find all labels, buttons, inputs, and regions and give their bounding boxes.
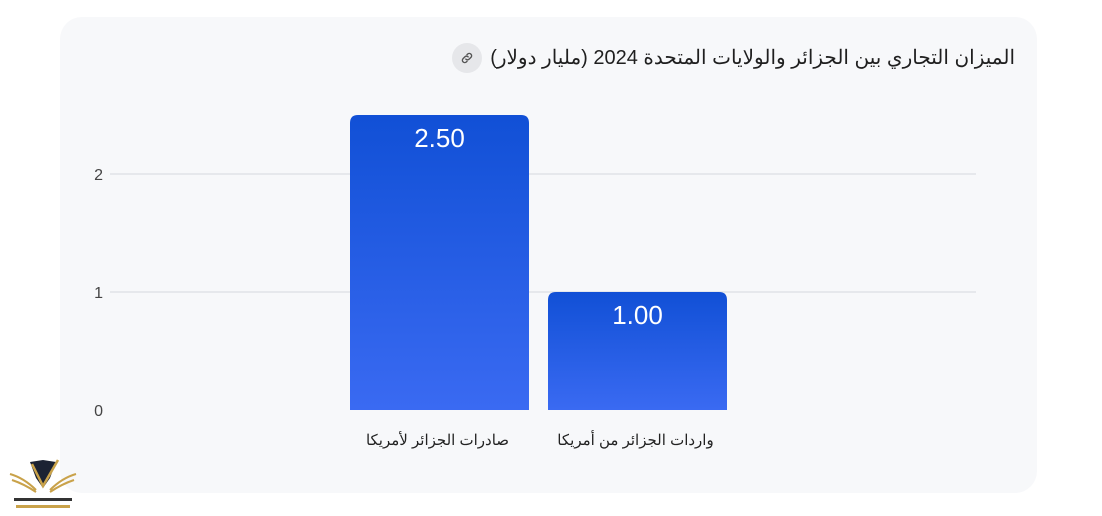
link-button[interactable]: [452, 43, 482, 73]
category-label: واردات الجزائر من أمريكا: [557, 430, 713, 449]
category-label: صادرات الجزائر لأمريكا: [366, 431, 509, 449]
data-label: 1.00: [612, 300, 663, 330]
link-icon: [461, 52, 473, 64]
bar[interactable]: [548, 292, 727, 410]
bar[interactable]: [350, 115, 529, 410]
chart-card: الميزان التجاري بين الجزائر والولايات ال…: [60, 17, 1037, 493]
chart-title: الميزان التجاري بين الجزائر والولايات ال…: [490, 47, 1015, 69]
y-tick-label: 1: [94, 285, 103, 302]
y-tick-label: 2: [94, 167, 103, 184]
data-label: 2.50: [414, 123, 465, 153]
y-tick-label: 0: [94, 403, 103, 420]
watermark-logo: [9, 459, 77, 508]
